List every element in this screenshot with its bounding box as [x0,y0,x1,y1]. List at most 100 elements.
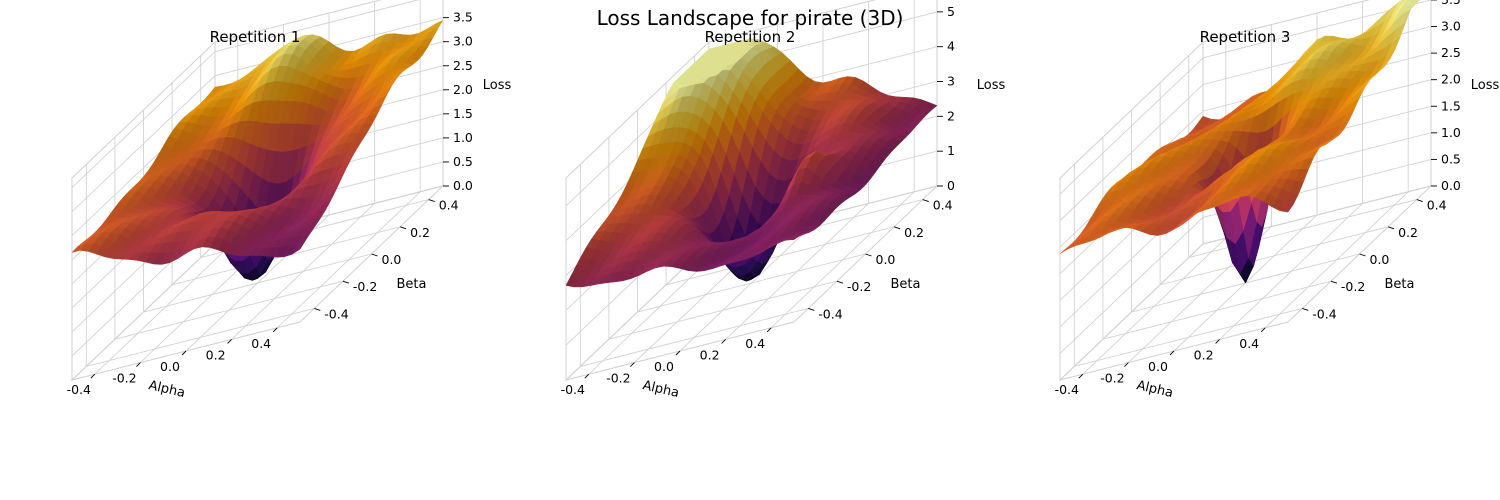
z-tick-label: 1.5 [453,106,473,121]
y-tick [1387,226,1395,230]
surface-facet [1279,202,1294,213]
z-tick-label: 4 [947,39,955,54]
x-axis-label: Alpha [147,378,186,401]
x-tick [1169,350,1175,356]
y-tick-label: 0.2 [904,225,924,240]
loss-surface [71,19,444,281]
y-tick-label: 0.4 [933,198,953,213]
x-tick-label: 0.4 [251,336,271,351]
z-tick-label: 0.0 [453,178,473,193]
y-tick [371,253,378,257]
z-tick-label: 2.0 [1441,72,1461,87]
y-tick [836,280,844,284]
x-tick [181,350,187,356]
y-tick [1359,253,1366,257]
surface-facet [291,240,306,255]
y-tick-label: 0.0 [876,252,896,267]
x-tick [1078,373,1084,379]
y-tick [808,307,815,311]
z-tick-label: 3.5 [453,10,473,25]
y-tick-label: 0.0 [382,252,402,267]
y-axis-label: Beta [1385,277,1415,292]
x-tick-label: -0.4 [1055,382,1079,397]
subplot-3: -0.4 -0.2 0.0 0.2 0.4 -0.4 -0.2 0.0 0.2 0.4 0.0 0.5… [1055,0,1500,401]
y-tick [314,307,321,311]
x-tick [136,362,141,367]
z-tick-label: 2.5 [1441,45,1461,60]
x-tick-label: 0.0 [1148,359,1168,374]
z-tick-label: 4.0 [453,0,473,1]
z-tick-label: 3.0 [1441,19,1461,34]
loss-surface [1059,0,1421,284]
loss-surface [565,38,938,288]
z-tick-label: 2.5 [453,58,473,73]
z-axis-label: Loss [483,78,512,93]
x-tick-label: -0.2 [1100,371,1124,386]
x-tick-label: 0.4 [745,336,765,351]
x-tick [272,327,278,333]
z-tick-label: 1 [947,143,955,158]
x-tick-label: 0.2 [700,347,720,362]
subplot-title: Repetition 1 [210,28,301,46]
y-tick [1416,199,1423,203]
z-axis-label: Loss [1471,78,1500,93]
z-tick-label: 0.5 [453,154,473,169]
y-tick-label: 0.0 [1370,252,1390,267]
y-tick-label: 0.4 [1427,198,1447,213]
z-gridline [1059,158,1432,354]
y-axis-label: Beta [891,277,921,292]
x-tick [630,362,635,367]
x-tick-label: 0.2 [206,347,226,362]
figure-title: Loss Landscape for pirate (3D) [597,6,904,30]
y-tick [399,226,407,230]
y-tick [865,253,872,257]
y-tick [428,199,435,203]
x-tick [90,373,96,379]
x-tick [1260,327,1266,333]
z-tick-label: 5 [947,4,955,19]
z-tick-label: 1.0 [1441,125,1461,140]
y-tick-label: -0.2 [1341,279,1365,294]
y-tick [922,199,929,203]
y-tick-label: -0.4 [1312,306,1336,321]
z-tick-label: 3.0 [453,34,473,49]
x-tick [766,327,772,333]
y-tick-label: -0.4 [324,306,348,321]
z-gridline [1059,185,1432,381]
z-tick-label: 0 [947,178,955,193]
x-tick [1215,339,1220,344]
x-tick-label: -0.4 [67,382,91,397]
y-tick-label: -0.2 [353,279,377,294]
x-tick [721,339,726,344]
x-tick-label: 0.2 [1194,347,1214,362]
x-tick-label: 0.4 [1239,336,1259,351]
z-tick-label: 3.5 [1441,0,1461,7]
x-tick-label: 0.0 [654,359,674,374]
z-axis-label: Loss [977,78,1006,93]
z-gridline [71,17,444,213]
z-tick-label: 2.0 [453,82,473,97]
x-tick-label: -0.2 [606,371,630,386]
x-tick-label: 0.0 [160,359,180,374]
y-tick [342,280,350,284]
subplot-title: Repetition 2 [705,28,796,46]
z-tick-label: 2 [947,108,955,123]
z-tick-label: 0.5 [1441,151,1461,166]
x-tick [584,373,590,379]
x-tick-label: -0.2 [112,371,136,386]
x-axis-label: Alpha [1135,378,1174,401]
x-tick [1124,362,1129,367]
subplot-title: Repetition 3 [1200,28,1291,46]
x-axis-label: Alpha [641,378,680,401]
z-tick-label: 1.5 [1441,98,1461,113]
y-tick [1330,280,1338,284]
z-gridline [71,0,420,188]
y-tick-label: 0.4 [439,198,459,213]
x-tick-label: -0.4 [561,382,585,397]
x-tick [227,339,232,344]
y-tick-label: 0.2 [1398,225,1418,240]
subplot-1: -0.4 -0.2 0.0 0.2 0.4 -0.4 -0.2 0.0 0.2 0.4 0.0 0.5… [67,0,512,401]
y-tick [893,226,901,230]
y-tick-label: 0.2 [410,225,430,240]
y-tick [1302,307,1309,311]
